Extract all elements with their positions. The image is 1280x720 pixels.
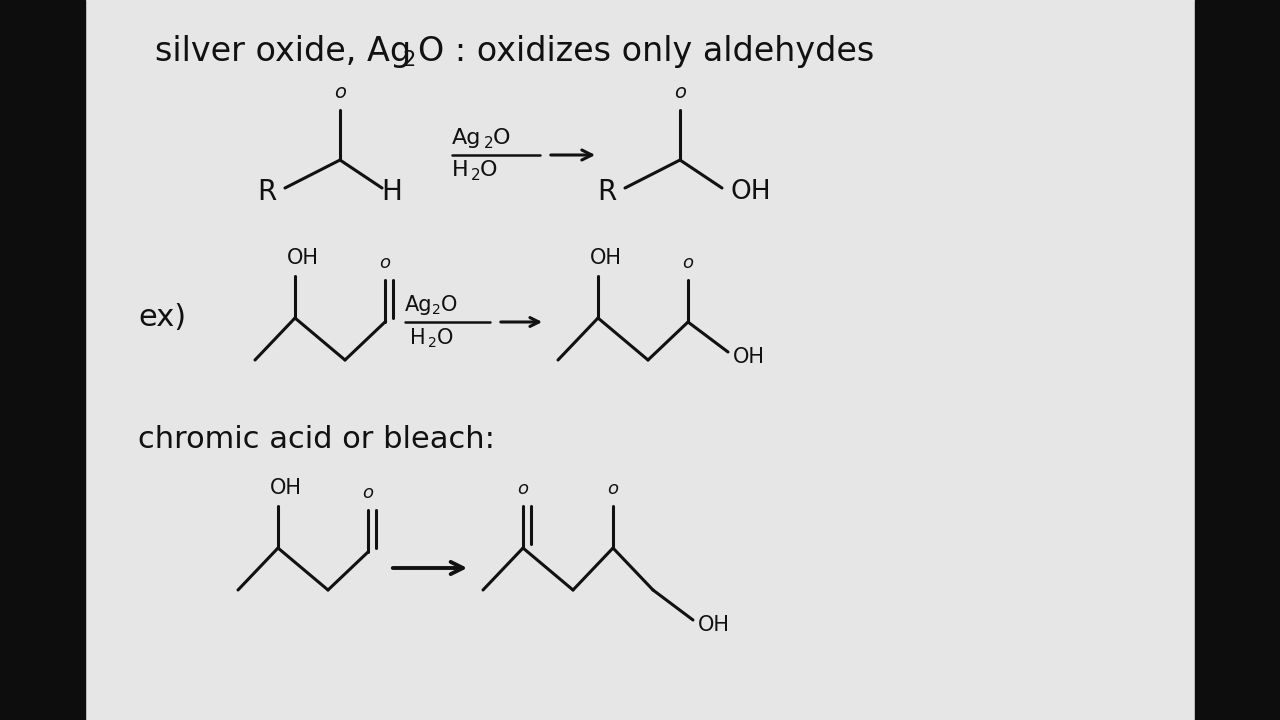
Text: o: o: [379, 254, 390, 272]
Text: OH: OH: [287, 248, 319, 268]
Text: o: o: [334, 83, 346, 102]
Text: 2: 2: [471, 168, 480, 182]
Text: Ag: Ag: [452, 128, 481, 148]
Bar: [0, 0, 84, 720]
Text: O: O: [442, 295, 457, 315]
Text: 2: 2: [433, 303, 440, 317]
Text: OH: OH: [698, 615, 730, 635]
Text: OH: OH: [730, 179, 771, 205]
Text: 2: 2: [428, 336, 436, 350]
Text: 2: 2: [403, 50, 416, 70]
Text: O: O: [436, 328, 453, 348]
Text: R: R: [598, 178, 617, 206]
Text: OH: OH: [733, 347, 765, 367]
Text: H: H: [381, 178, 402, 206]
Text: ex): ex): [138, 304, 186, 333]
Text: chromic acid or bleach:: chromic acid or bleach:: [138, 426, 495, 454]
Text: O: O: [480, 160, 498, 180]
Text: H: H: [410, 328, 426, 348]
Text: o: o: [608, 480, 618, 498]
Text: 2: 2: [484, 135, 494, 150]
Text: R: R: [257, 178, 276, 206]
Text: silver oxide, Ag: silver oxide, Ag: [155, 35, 411, 68]
Text: o: o: [362, 484, 374, 502]
Text: H: H: [452, 160, 468, 180]
Text: OH: OH: [590, 248, 622, 268]
Text: o: o: [682, 254, 694, 272]
Text: O : oxidizes only aldehydes: O : oxidizes only aldehydes: [419, 35, 874, 68]
Text: O: O: [493, 128, 511, 148]
Text: OH: OH: [270, 478, 302, 498]
Text: o: o: [517, 480, 529, 498]
Bar: [1196, 0, 1280, 720]
Text: o: o: [675, 83, 686, 102]
Text: Ag: Ag: [404, 295, 433, 315]
